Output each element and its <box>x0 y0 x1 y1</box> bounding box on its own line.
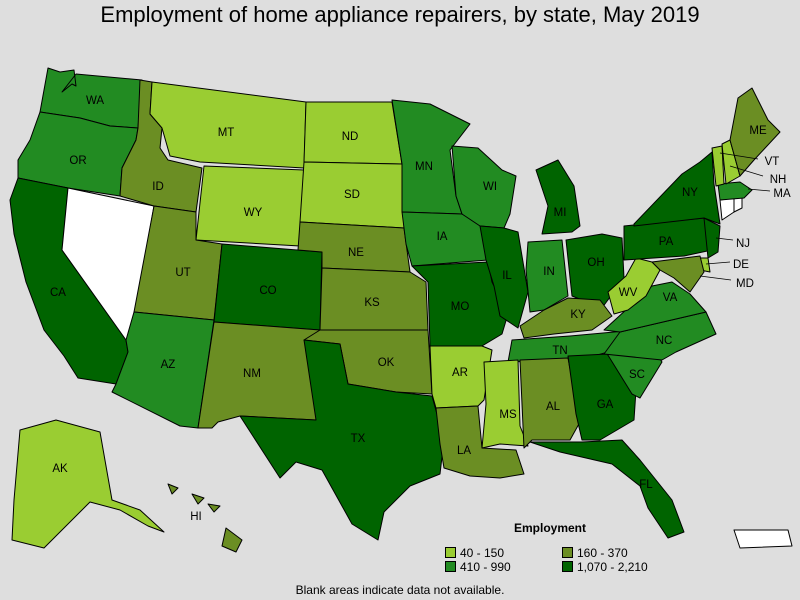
state-label-mt: MT <box>218 127 235 139</box>
legend-label-bin-1: 160 - 370 <box>577 546 628 560</box>
state-label-me: ME <box>749 125 767 137</box>
state-ny[interactable] <box>633 151 721 227</box>
state-label-id: ID <box>152 181 164 193</box>
state-label-oh: OH <box>587 257 604 269</box>
state-label-ak: AK <box>52 463 68 475</box>
state-ma[interactable] <box>717 181 753 201</box>
state-vt[interactable] <box>711 145 725 187</box>
state-label-mn: MN <box>415 161 433 173</box>
state-label-tx: TX <box>351 433 366 445</box>
state-label-ut: UT <box>175 267 190 279</box>
legend-item-bin-3: 1,070 - 2,210 <box>562 561 648 575</box>
state-label-wi: WI <box>483 181 497 193</box>
legend-item-bin-0: 40 - 150 <box>445 547 504 561</box>
state-label-az: AZ <box>161 359 176 371</box>
state-nj[interactable] <box>703 217 721 259</box>
state-label-ar: AR <box>452 367 468 379</box>
legend-swatch-bin-0 <box>445 547 456 558</box>
state-label-nd: ND <box>342 131 359 143</box>
state-il[interactable] <box>479 225 529 329</box>
legend-label-bin-3: 1,070 - 2,210 <box>577 560 648 574</box>
state-label-nc: NC <box>656 335 673 347</box>
legend-label-bin-0: 40 - 150 <box>460 546 505 560</box>
state-label-ms: MS <box>499 409 517 421</box>
state-label-de: DE <box>733 259 749 271</box>
state-label-ma: MA <box>773 188 791 200</box>
state-label-co: CO <box>259 285 276 297</box>
legend-item-bin-1: 160 - 370 <box>562 547 628 561</box>
state-ky[interactable] <box>519 297 613 339</box>
state-label-ok: OK <box>378 357 395 369</box>
state-label-nh: NH <box>770 174 787 186</box>
state-ak[interactable] <box>11 419 165 549</box>
state-label-md: MD <box>736 278 754 290</box>
state-me[interactable] <box>729 87 781 177</box>
state-label-in: IN <box>543 266 555 278</box>
leader-line-nj <box>715 237 734 241</box>
state-hi[interactable] <box>167 483 243 553</box>
state-va[interactable] <box>603 281 707 333</box>
state-label-wy: WY <box>244 207 263 219</box>
state-label-tn: TN <box>552 345 567 357</box>
state-label-pa: PA <box>659 236 674 248</box>
state-ks[interactable] <box>319 267 429 331</box>
state-label-ky: KY <box>570 309 586 321</box>
state-label-la: LA <box>457 445 471 457</box>
state-label-fl: FL <box>639 479 653 491</box>
state-ri[interactable] <box>733 197 743 213</box>
state-wi[interactable] <box>451 145 517 229</box>
state-label-mo: MO <box>451 301 470 313</box>
leader-line-vt <box>719 152 759 160</box>
state-label-wa: WA <box>86 95 104 107</box>
state-label-mi: MI <box>554 207 567 219</box>
legend-item-bin-2: 410 - 990 <box>445 561 511 575</box>
state-label-sc: SC <box>629 369 645 381</box>
state-la[interactable] <box>435 405 525 479</box>
state-label-nj: NJ <box>736 238 750 250</box>
legend-title: Employment <box>513 521 586 535</box>
state-label-nm: NM <box>243 368 261 380</box>
state-label-hi: HI <box>190 511 202 523</box>
state-label-vt: VT <box>765 156 780 168</box>
state-label-ca: CA <box>50 287 66 299</box>
state-ar[interactable] <box>429 345 493 409</box>
state-label-sd: SD <box>344 189 360 201</box>
legend-swatch-bin-1 <box>562 547 573 558</box>
state-fl[interactable] <box>529 439 685 539</box>
state-ms[interactable] <box>481 359 529 449</box>
state-label-ne: NE <box>348 247 364 259</box>
legend-swatch-bin-2 <box>445 561 456 572</box>
legend-swatch-bin-3 <box>562 561 573 572</box>
state-pr[interactable] <box>733 529 793 549</box>
footnote: Blank areas indicate data not available. <box>295 583 505 597</box>
leader-line-md <box>699 275 732 281</box>
state-label-ia: IA <box>437 231 448 243</box>
state-label-ks: KS <box>364 297 380 309</box>
leader-line-de <box>705 261 731 265</box>
state-mt[interactable] <box>149 81 307 169</box>
state-mi[interactable] <box>535 159 581 235</box>
map-title: Employment of home appliance repairers, … <box>100 2 700 27</box>
legend-label-bin-2: 410 - 990 <box>460 560 511 574</box>
leader-line-ma <box>747 188 771 192</box>
state-label-al: AL <box>546 401 561 413</box>
state-tx[interactable] <box>239 339 445 541</box>
state-label-va: VA <box>663 292 678 304</box>
state-md[interactable] <box>651 255 705 293</box>
leader-line-nh <box>729 165 764 177</box>
state-ct[interactable] <box>719 197 735 221</box>
state-label-il: IL <box>502 270 512 282</box>
state-label-wv: WV <box>619 287 638 299</box>
state-wy[interactable] <box>195 165 305 247</box>
state-label-or: OR <box>69 155 86 167</box>
state-label-ny: NY <box>682 187 698 199</box>
state-label-ga: GA <box>597 399 614 411</box>
